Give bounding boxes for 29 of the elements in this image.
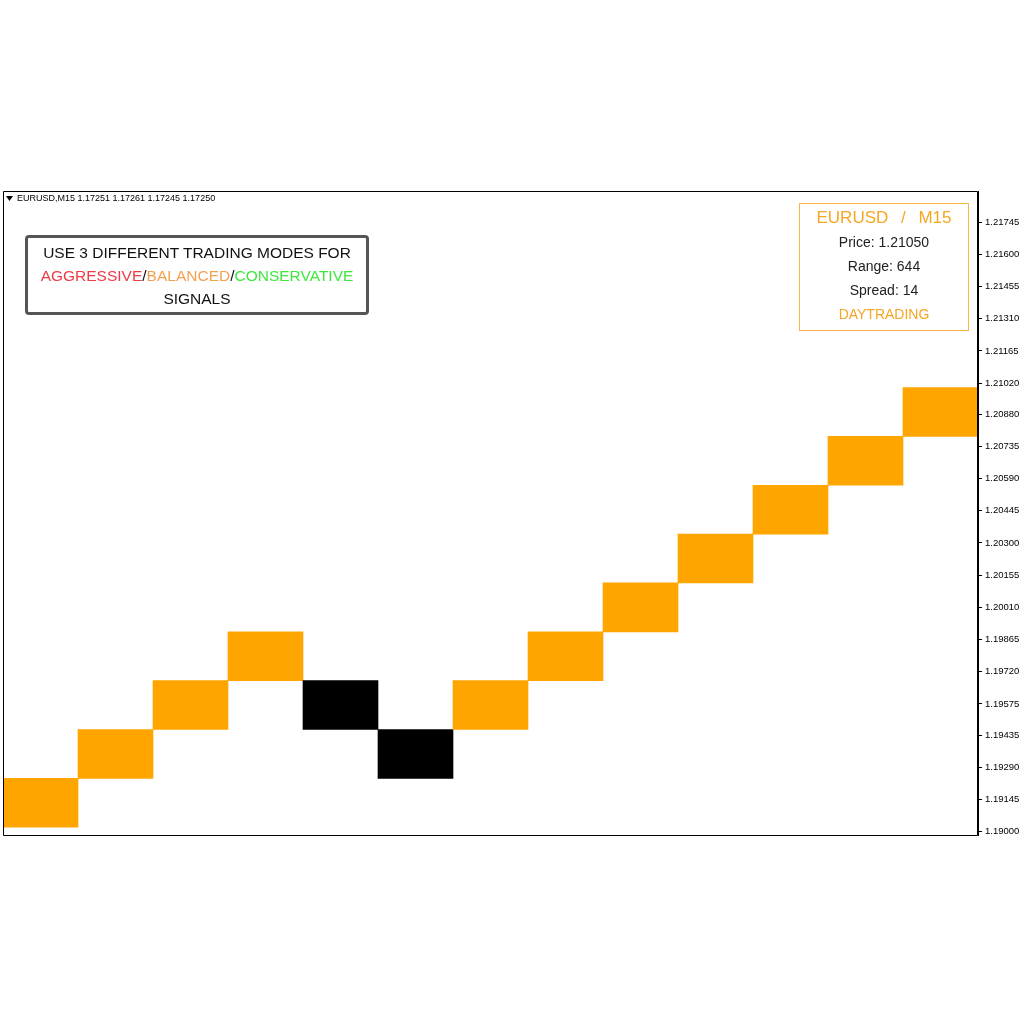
y-tick-label: 1.21745 (985, 215, 1020, 227)
annotation: EURUSD / M15 (815, 207, 953, 229)
y-tick-label: 1.21600 (985, 247, 1020, 259)
chart-title: EURUSD,M15 1.17251 1.17261 1.17245 1.17250 (17, 193, 216, 203)
annotation: DAYTRADING (837, 305, 931, 324)
y-tick-label: 1.21020 (985, 376, 1020, 388)
y-tick-label: 1.21310 (985, 312, 1020, 324)
y-tick-label: 1.20880 (985, 407, 1020, 419)
annotation: Range: 644 (846, 257, 922, 276)
y-tick-label: 1.19145 (985, 793, 1020, 805)
y-tick-label: 1.20735 (985, 440, 1020, 451)
y-tick-label: 1.21165 (985, 344, 1019, 356)
y-tick-label: 1.20590 (985, 472, 1020, 484)
y-tick-label: 1.19865 (985, 633, 1020, 645)
y-tick-label: 1.21455 (985, 280, 1020, 292)
y-tick-label: 1.20300 (985, 536, 1020, 548)
note-frame: USE 3 DIFFERENT TRADING MODES FOR AGGRESSIVE/BALANCED/CONSERVATIVE SIGNALS (25, 235, 369, 315)
y-tick-label: 1.19000 (985, 825, 1020, 837)
y-tick-label: 1.19290 (985, 760, 1020, 772)
annotation: USE 3 DIFFERENT TRADING MODES FOR AGGRESSIVE/BALANCED/CONSERVATIVE SIGNALS (39, 242, 355, 309)
y-tick-label: 1.20155 (985, 568, 1020, 580)
annotation: Price: 1.21050 (837, 233, 931, 252)
bar (677, 533, 754, 584)
y-tick-label: 1.19435 (985, 728, 1020, 740)
y-tick-label: 1.19720 (985, 665, 1020, 677)
y-tick-label: 1.20445 (985, 504, 1020, 516)
y-tick-label: 1.19575 (985, 697, 1020, 709)
y-tick-label: 1.20010 (985, 601, 1020, 612)
annotation: Spread: 14 (848, 281, 920, 300)
